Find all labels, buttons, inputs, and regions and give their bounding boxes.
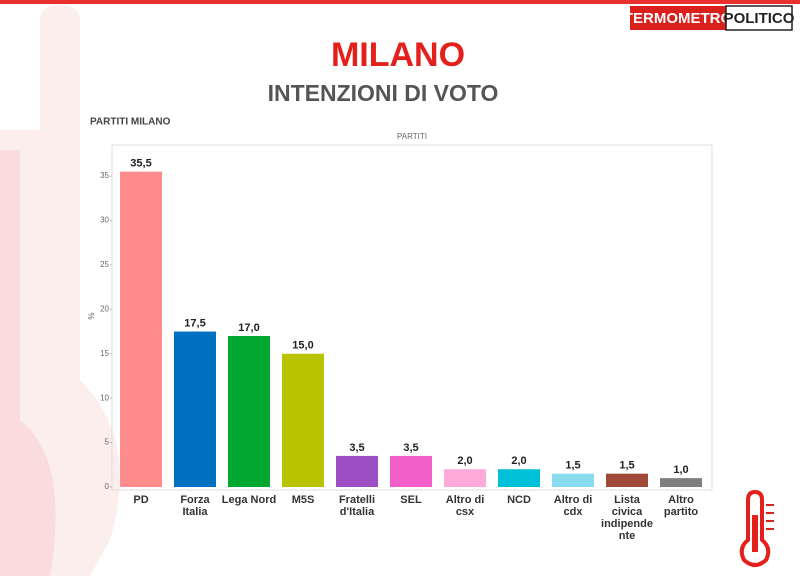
logo-right: POLITICO (724, 10, 795, 27)
x-tick-label: PD (133, 494, 149, 506)
x-tick-label: Lista civica indipendente (601, 494, 653, 542)
x-tick-label: Fratelli d'Italia (338, 494, 376, 518)
x-tick-label: M5S (291, 494, 315, 506)
y-tick-label: 0 (105, 482, 110, 491)
column-header: PARTITI (397, 132, 427, 141)
bar (174, 331, 216, 487)
value-label: 3,5 (403, 442, 418, 454)
y-axis-label: % (87, 312, 96, 319)
value-label: 1,5 (619, 460, 634, 472)
y-tick-label: 5 (105, 438, 110, 447)
y-tick-label: 35 (100, 171, 109, 180)
y-tick-label: 20 (100, 304, 109, 313)
bar (552, 473, 594, 487)
chart-title: MILANO (331, 36, 465, 74)
y-tick-label: 15 (100, 349, 109, 358)
x-tick-label: NCD (507, 494, 531, 506)
value-label: 2,0 (511, 455, 526, 467)
x-tick-label: Altro partito (663, 494, 699, 518)
bar (498, 469, 540, 487)
plot-frame (111, 144, 713, 491)
bar (120, 171, 162, 487)
value-label: 2,0 (457, 455, 472, 467)
value-label: 15,0 (292, 340, 313, 352)
chart-subtitle: INTENZIONI DI VOTO (268, 80, 499, 106)
x-tick-label: Altro di cdx (553, 494, 593, 518)
y-tick-label: 10 (100, 393, 109, 402)
value-label: 1,0 (673, 464, 688, 476)
bar (336, 455, 378, 487)
value-label: 35,5 (130, 158, 151, 170)
thermometer-icon (739, 489, 774, 567)
bar (660, 478, 702, 487)
x-tick-label: SEL (400, 494, 422, 506)
logo-left: TERMOMETRO (624, 10, 733, 27)
x-tick-label: Lega Nord (221, 494, 277, 506)
panel-title: PARTITI MILANO (90, 117, 171, 128)
x-tick-label: Forza Italia (180, 494, 210, 518)
value-label: 17,0 (238, 322, 259, 334)
bar (390, 455, 432, 487)
value-label: 17,5 (184, 317, 205, 329)
bar (228, 335, 270, 487)
value-label: 3,5 (349, 442, 364, 454)
logo: TERMOMETRO POLITICO (624, 5, 795, 31)
y-tick-label: 30 (100, 216, 109, 225)
y-tick-label: 25 (100, 260, 109, 269)
bar (606, 473, 648, 487)
x-tick-label: Altro di csx (445, 494, 485, 518)
bar (282, 353, 324, 487)
bar (444, 469, 486, 487)
value-label: 1,5 (565, 460, 580, 472)
